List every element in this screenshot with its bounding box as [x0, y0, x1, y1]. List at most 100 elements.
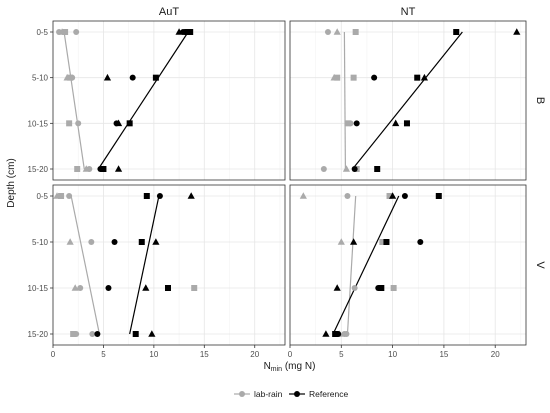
data-point-Reference — [351, 166, 358, 172]
data-point-lab-rain — [75, 120, 82, 127]
data-point-Reference — [371, 74, 378, 81]
data-point-Reference — [378, 285, 385, 291]
column-strip-label: NT — [401, 6, 416, 18]
data-point-lab-rain — [352, 29, 359, 35]
data-point-Reference — [350, 238, 358, 245]
column-strip-bg — [53, 4, 285, 20]
data-point-Reference — [94, 331, 101, 337]
data-point-Reference — [353, 120, 360, 127]
x-tick-label: 10 — [388, 350, 397, 359]
data-point-Reference — [401, 193, 408, 199]
data-point-Reference — [435, 193, 442, 199]
facet-panel-AuT-V: 0-5 5-10 10-15 15-20 0 5 10 15 20 — [28, 184, 286, 359]
data-point-Reference — [322, 330, 330, 337]
x-axis-title-subscript: min — [271, 366, 282, 373]
legend-key-marker — [294, 391, 300, 397]
data-point-Reference — [111, 239, 118, 245]
data-point-lab-rain — [379, 239, 386, 245]
data-point-Reference — [414, 74, 421, 81]
legend-item-Reference: Reference — [289, 389, 348, 399]
x-tick-label: 0 — [51, 350, 56, 359]
data-point-lab-rain — [73, 29, 80, 35]
fit-line-Reference — [332, 195, 400, 335]
facet-panel-NT-B — [289, 20, 527, 181]
data-point-Reference — [103, 73, 112, 81]
x-tick-label: 10 — [149, 350, 158, 359]
data-point-Reference — [105, 285, 112, 291]
data-point-lab-rain — [350, 74, 357, 81]
data-point-lab-rain — [344, 120, 351, 127]
row-strip-label: B — [534, 97, 546, 104]
data-point-lab-rain — [66, 238, 74, 245]
data-point-Reference — [453, 29, 460, 35]
data-point-lab-rain — [320, 166, 327, 172]
data-point-Reference — [132, 331, 139, 337]
x-axis-title-main: N — [264, 361, 271, 372]
x-tick-label: 20 — [250, 350, 259, 359]
fit-line-Reference — [97, 31, 189, 170]
data-point-Reference — [389, 192, 397, 199]
data-point-Reference — [114, 165, 123, 172]
data-point-lab-rain — [77, 285, 84, 291]
x-tick-label: 15 — [200, 350, 209, 359]
fit-line-Reference — [129, 195, 160, 335]
y-tick-label: 0-5 — [36, 28, 48, 37]
data-point-Reference — [383, 239, 390, 245]
data-point-Reference — [184, 29, 191, 35]
y-tick-label: 15-20 — [28, 165, 49, 174]
x-axis-title-units: (mg N) — [282, 361, 315, 372]
legend-key-marker — [239, 391, 245, 397]
data-point-lab-rain — [344, 193, 351, 199]
x-tick-label: 20 — [491, 350, 500, 359]
data-point-Reference — [403, 120, 410, 127]
data-point-lab-rain — [74, 166, 81, 172]
data-point-lab-rain — [334, 74, 341, 81]
panel-background — [53, 21, 285, 180]
data-point-lab-rain — [71, 284, 79, 291]
data-point-Reference — [152, 238, 160, 245]
panel-border — [289, 184, 527, 346]
data-point-lab-rain — [89, 331, 96, 337]
data-point-Reference — [332, 331, 339, 337]
data-point-Reference — [114, 119, 123, 127]
data-point-Reference — [187, 192, 195, 199]
data-point-Reference — [417, 239, 424, 245]
data-point-Reference — [333, 284, 341, 291]
x-axis-title: Nmin (mg N) — [264, 361, 316, 373]
data-point-lab-rain — [351, 285, 358, 291]
panel-border — [289, 20, 527, 181]
data-point-Reference — [152, 74, 159, 81]
data-point-lab-rain — [333, 28, 341, 35]
y-tick-label: 0-5 — [36, 192, 48, 201]
data-point-lab-rain — [337, 238, 345, 245]
data-point-Reference — [164, 285, 171, 291]
x-tick-label: 0 — [288, 350, 293, 359]
data-point-lab-rain — [299, 192, 307, 199]
legend-item-lab-rain: lab-rain — [234, 389, 283, 399]
facet-panel-AuT-B: 0-5 5-10 10-15 15-20 — [28, 20, 286, 181]
row-strip-label: V — [534, 261, 546, 269]
data-point-Reference — [156, 193, 163, 199]
y-tick-label: 5-10 — [32, 74, 49, 83]
data-point-lab-rain — [69, 74, 76, 81]
fit-line-lab-rain — [343, 31, 347, 170]
data-point-lab-rain — [62, 29, 69, 35]
data-point-lab-rain — [66, 193, 73, 199]
data-point-lab-rain — [66, 120, 73, 127]
data-point-Reference — [126, 120, 133, 127]
fit-line-lab-rain — [346, 195, 357, 335]
y-tick-label: 5-10 — [32, 238, 49, 247]
column-strip-bg — [290, 4, 526, 20]
panel-background — [290, 185, 526, 345]
data-point-lab-rain — [73, 331, 80, 337]
legend-label: lab-rain — [254, 389, 283, 399]
y-tick-label: 10-15 — [28, 284, 49, 293]
y-tick-label: 15-20 — [28, 330, 49, 339]
y-axis-title: Depth (cm) — [6, 158, 17, 207]
data-point-Reference — [100, 166, 107, 172]
data-point-Reference — [513, 28, 521, 35]
data-point-lab-rain — [191, 285, 198, 291]
data-point-lab-rain — [390, 285, 397, 291]
data-point-Reference — [420, 73, 429, 81]
